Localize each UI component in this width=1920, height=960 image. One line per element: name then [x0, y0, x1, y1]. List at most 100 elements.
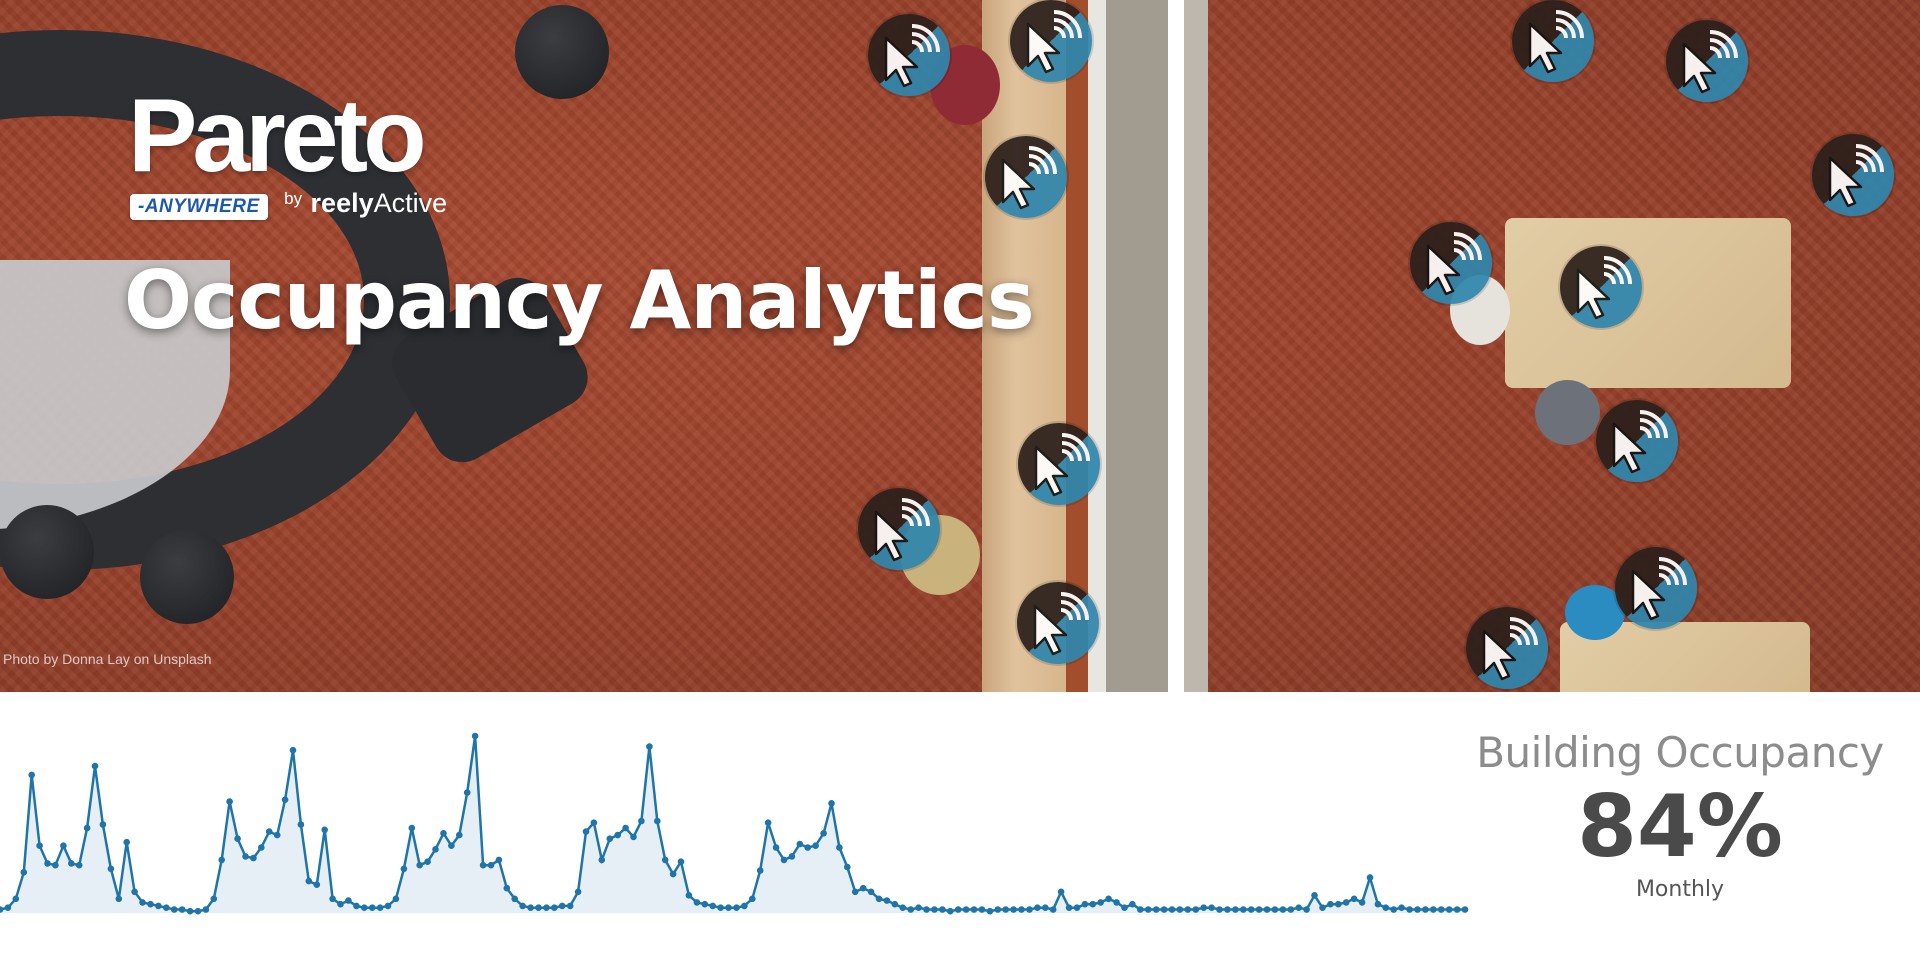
data-point — [1295, 904, 1302, 911]
data-point — [424, 858, 431, 865]
data-point — [590, 819, 598, 826]
data-point — [1240, 906, 1247, 913]
page-title: Occupancy Analytics — [124, 254, 1035, 347]
data-point — [1216, 906, 1223, 913]
logo-subline: -ANYWHERE by reelyActive — [130, 188, 447, 220]
wireless-cursor-icon — [1812, 134, 1894, 216]
data-point — [194, 907, 202, 915]
data-point — [202, 906, 210, 913]
data-point — [614, 831, 621, 839]
analytics-panel: Building Occupancy 84% Monthly — [0, 692, 1920, 960]
long-counter — [982, 0, 1066, 692]
data-point — [1065, 904, 1073, 911]
data-point — [1437, 906, 1445, 913]
data-point — [163, 904, 170, 911]
data-point — [1406, 906, 1413, 913]
hero-photo: Photo by Donna Lay on Unsplash — [0, 0, 1920, 692]
data-point — [1461, 906, 1469, 913]
data-point — [1113, 899, 1120, 906]
kpi-value: 84% — [1577, 777, 1783, 877]
data-point — [1010, 906, 1017, 913]
data-point — [812, 842, 819, 849]
data-point — [1121, 904, 1128, 911]
data-point — [20, 869, 28, 876]
data-point — [543, 904, 550, 911]
data-point — [456, 831, 463, 839]
data-point — [907, 906, 914, 913]
data-point — [1144, 906, 1152, 913]
data-point — [598, 856, 606, 864]
wireless-cursor-icon — [1560, 246, 1642, 328]
data-point — [155, 902, 162, 910]
data-point — [669, 870, 677, 878]
wireless-cursor-icon — [1010, 0, 1092, 82]
aisle — [1088, 0, 1208, 692]
data-point — [1430, 906, 1437, 913]
data-point — [947, 907, 954, 915]
data-point — [701, 900, 709, 908]
data-point — [606, 835, 614, 842]
wireless-cursor-icon — [1018, 423, 1100, 505]
data-point — [978, 906, 986, 913]
data-point — [1152, 906, 1160, 913]
wireless-cursor-icon — [1666, 20, 1748, 102]
data-point — [1390, 906, 1397, 913]
data-point — [828, 800, 835, 807]
data-point — [638, 817, 645, 825]
study-table — [1505, 218, 1791, 388]
data-point — [661, 856, 669, 864]
data-point — [725, 904, 732, 911]
data-point — [329, 895, 336, 903]
data-point — [12, 895, 20, 903]
data-point — [281, 796, 289, 803]
data-point — [883, 897, 891, 904]
data-point — [471, 732, 479, 740]
data-point — [400, 865, 408, 873]
data-point — [867, 888, 875, 896]
data-point — [242, 853, 249, 860]
occupancy-area — [0, 736, 1465, 913]
data-point — [1137, 906, 1144, 913]
data-point — [733, 904, 740, 911]
data-point — [91, 762, 99, 770]
data-point — [1034, 904, 1041, 911]
data-point — [139, 899, 146, 906]
data-point — [440, 830, 447, 837]
data-point — [297, 821, 305, 828]
data-point — [289, 746, 297, 754]
data-point — [123, 838, 130, 846]
data-point — [1398, 904, 1405, 911]
data-point — [226, 798, 233, 805]
data-point — [234, 835, 241, 842]
brand-reely: reely — [310, 188, 374, 218]
data-point — [60, 842, 67, 849]
data-point — [923, 906, 930, 913]
brand-active: Active — [373, 188, 448, 218]
data-point — [1208, 904, 1215, 911]
data-point — [1002, 906, 1009, 913]
kpi-title: Building Occupancy — [1476, 728, 1884, 777]
data-point — [574, 888, 582, 896]
data-point — [1081, 900, 1089, 908]
data-point — [851, 888, 859, 896]
wireless-cursor-icon — [1615, 547, 1697, 629]
data-point — [764, 819, 772, 826]
data-point — [717, 904, 724, 911]
data-point — [1350, 895, 1358, 903]
data-point — [1279, 906, 1287, 913]
wireless-cursor-icon — [985, 136, 1067, 218]
data-point — [1049, 906, 1057, 913]
anywhere-badge: -ANYWHERE — [130, 194, 268, 220]
wireless-cursor-icon — [1410, 222, 1492, 304]
data-point — [1271, 906, 1279, 913]
data-point — [1311, 892, 1318, 899]
occupancy-chart — [0, 732, 1469, 915]
data-point — [258, 844, 265, 851]
data-point — [495, 856, 503, 864]
data-point — [836, 844, 843, 851]
data-point — [756, 867, 764, 874]
kpi-period: Monthly — [1635, 877, 1725, 902]
data-point — [345, 897, 352, 904]
data-point — [1168, 906, 1176, 913]
data-point — [107, 865, 115, 873]
